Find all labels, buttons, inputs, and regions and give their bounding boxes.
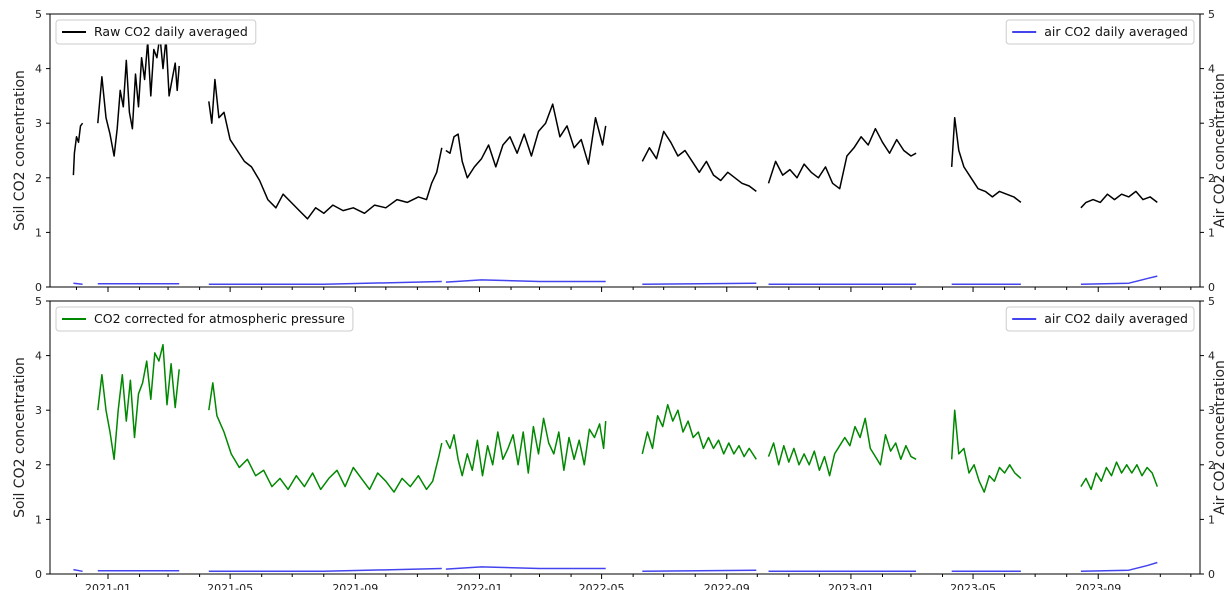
y-tick-label: 4 [35, 63, 42, 76]
series-line-1-segment-5 [767, 417, 917, 477]
y-right-tick-label: 0 [1208, 281, 1215, 294]
series-line-2-segment-1 [73, 568, 83, 573]
bottom-panel: 0 1 2 3 4 5 0 1 2 3 4 5 2021-01 2021-05 2021-09 2022-01… [12, 295, 1228, 590]
series-line-2-segment-3 [208, 280, 442, 286]
y-right-tick-label: 2 [1208, 172, 1215, 185]
x-tick-label: 2023-05 [950, 582, 996, 590]
y-right-tick-label: 3 [1208, 404, 1215, 417]
series-line-1-segment-2 [97, 35, 180, 157]
x-tick-label: 2022-05 [579, 582, 625, 590]
legend-frame [55, 19, 257, 45]
series-line-1-segment-2 [208, 382, 443, 493]
y-tick-label: 1 [35, 226, 42, 239]
y-axis-title: Soil CO2 concentration [12, 70, 28, 231]
legend-label: air CO2 daily averaged [1044, 24, 1188, 39]
series-line-2-segment-3 [208, 567, 442, 573]
y-tick-label: 0 [35, 281, 42, 294]
x-tick-label: 2022-09 [704, 582, 750, 590]
y-tick-label: 3 [35, 117, 42, 130]
x-tick-label: 2021-09 [332, 582, 378, 590]
legend-left: Raw CO2 daily averaged [55, 19, 257, 45]
series-line-2-segment-4 [445, 279, 606, 283]
y-right-tick-label: 5 [1208, 295, 1215, 308]
series-line-1-segment-6 [767, 127, 917, 190]
y-right-tick-label: 2 [1208, 459, 1215, 472]
y-tick-label: 5 [35, 295, 42, 308]
legend-right: air CO2 daily averaged [1005, 306, 1195, 332]
y-right-tick-label: 5 [1208, 8, 1215, 21]
series-line-1-segment-6 [950, 409, 1022, 493]
y-tick-label: 2 [35, 172, 42, 185]
series-line-2-segment-8 [1080, 561, 1158, 573]
y-right-tick-label: 4 [1208, 350, 1215, 363]
x-tick-label: 2021-05 [207, 582, 253, 590]
y-tick-label: 1 [35, 513, 42, 526]
series-line-2-segment-4 [445, 566, 606, 570]
y-right-axis-title: Air CO2 concentration [1212, 360, 1228, 515]
series-line-1-segment-3 [208, 78, 443, 220]
y-right-tick-label: 0 [1208, 568, 1215, 581]
x-tick-label: 2022-01 [456, 582, 502, 590]
legend-right: air CO2 daily averaged [1005, 19, 1195, 45]
series-line-1-segment-3 [445, 417, 607, 477]
y-right-tick-label: 4 [1208, 63, 1215, 76]
legend-frame [1005, 19, 1195, 45]
series-line-1-segment-4 [641, 403, 757, 460]
y-right-tick-label: 3 [1208, 117, 1215, 130]
legend-label: Raw CO2 daily averaged [94, 24, 248, 39]
y-right-tick-label: 1 [1208, 513, 1215, 526]
series-line-2-segment-1 [73, 282, 83, 286]
y-right-axis-title: Air CO2 concentration [1212, 73, 1228, 228]
series-line-1-segment-5 [641, 130, 757, 192]
series-line-2-segment-5 [642, 282, 757, 286]
x-tick-label: 2021-01 [85, 582, 131, 590]
series-line-2-segment-5 [642, 569, 757, 573]
y-tick-label: 5 [35, 8, 42, 21]
series-line-1-segment-1 [72, 122, 84, 176]
x-tick-label: 2023-09 [1075, 582, 1121, 590]
legend-label: CO2 corrected for atmospheric pressure [94, 311, 345, 326]
plot-frame [49, 300, 1201, 575]
y-tick-label: 2 [35, 459, 42, 472]
series-line-1-segment-7 [950, 116, 1022, 203]
series-line-1-segment-8 [1080, 190, 1158, 209]
y-axis-title: Soil CO2 concentration [12, 357, 28, 518]
top-panel: 0 1 2 3 4 5 0 1 2 3 4 5 Soil CO2 concentration Air CO… [12, 8, 1228, 294]
series-line-1-segment-1 [97, 343, 180, 461]
y-right-tick-label: 1 [1208, 226, 1215, 239]
series-line-1-segment-7 [1080, 461, 1159, 491]
series-line-1-segment-4 [445, 103, 607, 179]
y-tick-label: 4 [35, 350, 42, 363]
legend-frame [1005, 306, 1195, 332]
y-tick-label: 3 [35, 404, 42, 417]
plot-frame [49, 13, 1201, 288]
y-tick-label: 0 [35, 568, 42, 581]
legend-left: CO2 corrected for atmospheric pressure [55, 306, 354, 332]
x-tick-label: 2023-01 [828, 582, 874, 590]
legend-frame [55, 306, 354, 332]
series-line-2-segment-8 [1080, 275, 1158, 286]
legend-label: air CO2 daily averaged [1044, 311, 1188, 326]
